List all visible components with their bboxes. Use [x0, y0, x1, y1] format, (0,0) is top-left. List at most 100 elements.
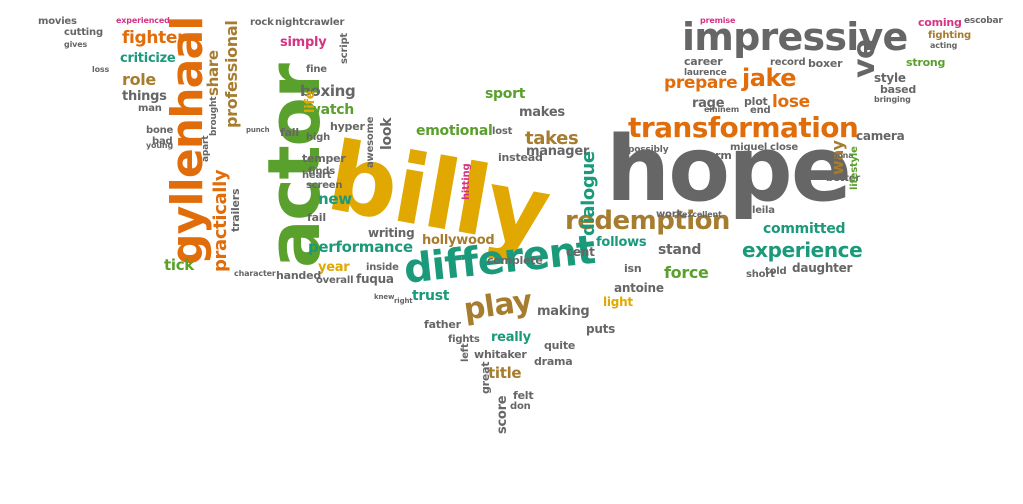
word-professional: professional	[222, 20, 241, 128]
word-practically: practically	[210, 169, 231, 272]
word-style: style	[874, 71, 906, 85]
word-transformation: transformation	[628, 111, 859, 144]
word-record: record	[770, 57, 806, 68]
word-fights: fights	[448, 334, 480, 345]
word-boxing: boxing	[300, 82, 356, 100]
word-close: close	[770, 142, 798, 153]
word-character: character	[234, 269, 276, 278]
word-young: young	[146, 141, 174, 150]
word-father: father	[424, 318, 461, 331]
word-experienced: experienced	[116, 16, 170, 25]
word-oona: oona	[832, 151, 854, 160]
word-year: year	[318, 260, 350, 275]
word-sport: sport	[485, 86, 526, 102]
word-fighter: fighter	[122, 28, 186, 48]
word-manager: manager	[526, 144, 590, 159]
word-left: left	[460, 343, 471, 362]
word-committed: committed	[763, 221, 846, 237]
word-life: life	[303, 90, 318, 113]
word-fuqua: fuqua	[356, 272, 394, 286]
word-overall: overall	[316, 275, 354, 286]
word-isn: isn	[624, 262, 642, 275]
word-instead: instead	[498, 151, 543, 164]
word-coming: coming	[918, 16, 962, 29]
word-lose: lose	[772, 92, 810, 112]
word-bringing: bringing	[874, 95, 911, 104]
word-brought: brought	[209, 96, 219, 136]
word-role: role	[122, 70, 156, 89]
word-cutting: cutting	[64, 27, 103, 38]
word-punch: punch	[246, 126, 270, 134]
word-better: better	[826, 173, 861, 184]
word-screen: screen	[306, 180, 343, 191]
word-possibly: possibly	[628, 145, 669, 155]
word-hope: hope	[606, 117, 852, 222]
word-nightcrawler: nightcrawler	[275, 17, 345, 28]
word-new: new	[318, 190, 352, 208]
word-great: great	[479, 361, 492, 394]
word-fail: fail	[307, 211, 326, 224]
word-force: force	[664, 263, 709, 282]
word-lost: lost	[492, 126, 513, 137]
word-handed: handed	[276, 269, 321, 282]
word-end: end	[750, 105, 771, 116]
word-watch: watch	[308, 102, 354, 118]
word-don: don	[510, 401, 531, 412]
word-emotional: emotional	[416, 123, 493, 139]
word-fighting: fighting	[928, 30, 971, 41]
word-tick: tick	[164, 256, 194, 274]
word-felt: felt	[513, 389, 534, 402]
word-really: really	[491, 330, 531, 345]
word-play: play	[461, 283, 535, 328]
word-temper: temper	[302, 152, 346, 165]
word-makes: makes	[519, 105, 565, 120]
word-inside: inside	[366, 262, 399, 273]
word-plot: plot	[744, 95, 768, 108]
word-redemption: redemption	[565, 206, 730, 236]
word-acting: acting	[930, 41, 958, 50]
word-criticize: criticize	[120, 51, 176, 66]
word-trust: trust	[412, 288, 450, 304]
word-gives: gives	[64, 40, 88, 49]
word-score: score	[495, 395, 510, 434]
word-hitting: hitting	[461, 163, 472, 200]
word-experience: experience	[742, 238, 863, 262]
word-writing: writing	[368, 226, 415, 240]
word-look: look	[379, 117, 395, 150]
word-jake: jake	[742, 64, 797, 92]
word-rock: rock	[250, 17, 274, 28]
word-share: share	[204, 50, 222, 96]
word-escobar: escobar	[964, 16, 1003, 26]
word-rage: rage	[692, 96, 725, 111]
word-light: light	[603, 295, 633, 309]
word-takes: takes	[525, 128, 579, 149]
word-antoine: antoine	[614, 281, 664, 295]
word-stand: stand	[658, 242, 702, 258]
word-high: high	[306, 132, 331, 143]
word-man: man	[138, 103, 162, 114]
word-dialogue: dialogue	[578, 151, 599, 236]
word-puts: puts	[586, 322, 616, 336]
word-cent: cent	[566, 245, 595, 259]
word-bad: bad	[152, 136, 173, 147]
word-loss: loss	[92, 65, 110, 74]
word-script: script	[339, 33, 350, 64]
word-apart: apart	[201, 135, 211, 162]
word-based: based	[880, 83, 917, 96]
word-short: short	[746, 269, 775, 280]
word-excellent: excellent	[682, 210, 722, 219]
word-bone: bone	[146, 125, 174, 136]
word-whitaker: whitaker	[474, 348, 527, 361]
word-strong: strong	[906, 56, 946, 69]
word-premise: premise	[700, 16, 736, 25]
word-drama: drama	[534, 355, 573, 368]
word-laurence: laurence	[684, 68, 727, 78]
word-hollywood: hollywood	[422, 233, 495, 248]
word-hyper: hyper	[330, 120, 365, 133]
word-title: title	[488, 364, 522, 382]
word-fine: fine	[306, 64, 327, 75]
word-boxer: boxer	[808, 57, 843, 70]
word-simply: simply	[280, 35, 327, 50]
word-leila: leila	[752, 205, 775, 216]
